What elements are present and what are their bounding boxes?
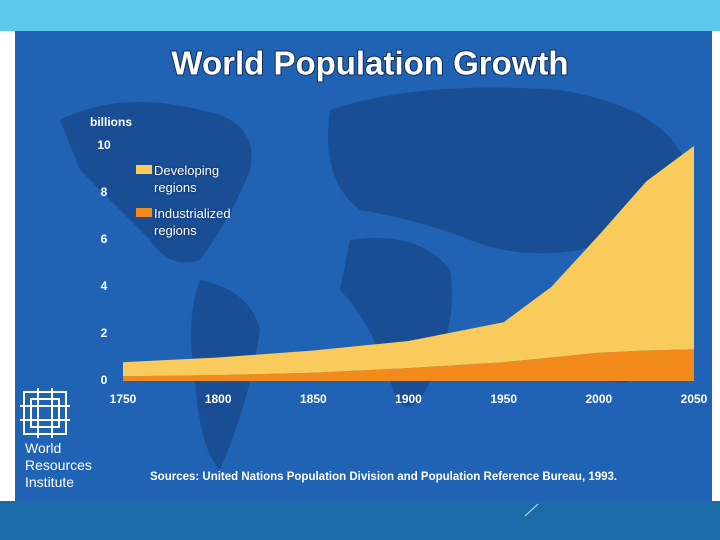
x-tick-label: 2050 xyxy=(681,392,708,406)
y-tick-label: 0 xyxy=(101,373,108,387)
x-tick-label: 2000 xyxy=(585,392,612,406)
logo xyxy=(20,388,70,438)
y-tick-label: 10 xyxy=(97,138,111,152)
legend-swatch xyxy=(136,208,152,217)
chart-title: World Population Growth xyxy=(171,45,568,82)
bottom-band xyxy=(0,501,720,540)
logo-text: World Resources Institute xyxy=(25,440,92,490)
y-tick-label: 2 xyxy=(101,326,108,340)
decor-line xyxy=(524,503,539,517)
x-tick-label: 1800 xyxy=(205,392,232,406)
plot-area xyxy=(123,146,694,381)
area xyxy=(123,146,694,377)
x-tick-label: 1750 xyxy=(110,392,137,406)
x-tick-label: 1850 xyxy=(300,392,327,406)
y-axis-label: billions xyxy=(90,115,132,129)
x-tick-label: 1950 xyxy=(490,392,517,406)
source-note: Sources: United Nations Population Divis… xyxy=(150,471,618,483)
y-tick-label: 4 xyxy=(101,279,108,293)
legend-label: Industrialized regions xyxy=(154,206,231,238)
y-tick-label: 6 xyxy=(101,232,108,246)
legend-swatch xyxy=(136,165,152,174)
top-band xyxy=(0,0,720,31)
x-tick-label: 1900 xyxy=(395,392,422,406)
legend-label: Developing regions xyxy=(154,163,220,195)
y-tick-label: 8 xyxy=(101,185,108,199)
area xyxy=(123,349,694,381)
